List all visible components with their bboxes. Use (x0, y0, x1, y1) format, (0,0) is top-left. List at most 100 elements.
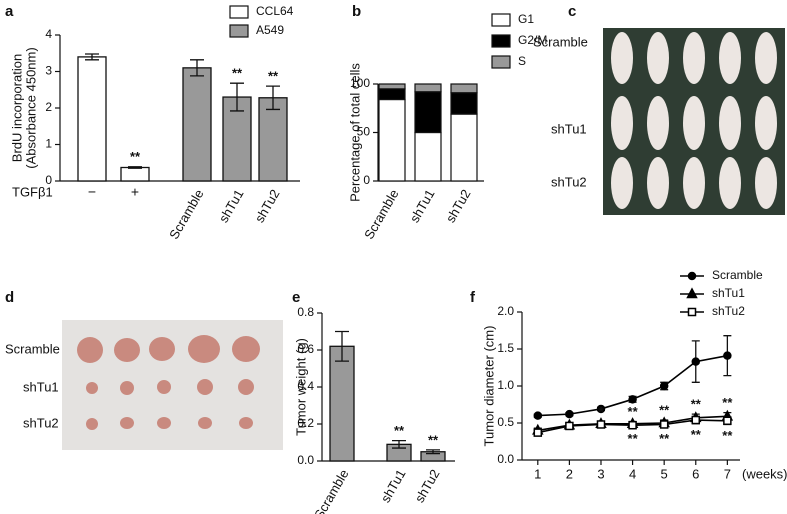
y-tick-label: 2 (45, 100, 52, 114)
y-tick-label: 0 (363, 173, 370, 187)
error-bar (335, 330, 349, 362)
legend-swatch (229, 5, 249, 19)
point (565, 421, 574, 431)
panel-letter: d (5, 289, 14, 306)
significance: ** (130, 149, 141, 164)
x-tick-label: 1 (534, 466, 541, 481)
mice-photo (603, 28, 785, 215)
row-label: shTu1 (551, 121, 587, 136)
significance: ** (428, 432, 439, 447)
row-label: shTu1 (23, 379, 59, 394)
y-axis-label: Percentage of total cells (347, 63, 362, 202)
bar (329, 345, 355, 462)
y-tick-label: 0.0 (497, 452, 514, 466)
significance: ** (722, 395, 733, 410)
row-label: Scramble (5, 341, 60, 356)
legend-label: CCL64 (256, 4, 294, 18)
y-tick-label: 100 (350, 76, 370, 90)
y-tick-label: 1 (45, 137, 52, 151)
bar-segment (450, 83, 478, 94)
point (691, 357, 701, 366)
legend-marker (687, 271, 697, 281)
y-tick-label: 0.0 (297, 453, 314, 467)
y-axis-label: BrdU incorporation (9, 54, 24, 162)
panel-letter: f (470, 289, 476, 306)
legend-swatch (229, 24, 249, 38)
bar (120, 166, 150, 182)
x-tick-label: shTu2 (412, 467, 443, 505)
bar (182, 67, 212, 182)
point (596, 404, 606, 414)
x-tick-label: shTu1 (216, 187, 247, 225)
error-bar (190, 59, 204, 77)
significance: ** (628, 404, 639, 419)
legend-swatch (491, 13, 511, 27)
y-tick-label: 0.8 (297, 305, 314, 319)
significance: ** (394, 423, 405, 438)
x-tick-label: 6 (692, 466, 699, 481)
bar-segment (414, 83, 442, 93)
bar (258, 97, 288, 182)
y-tick-label: 1.5 (497, 341, 514, 355)
panel-letter: e (292, 289, 300, 306)
bar-segment (378, 88, 406, 101)
x-tick-label: 3 (597, 466, 604, 481)
row-label: Scramble (533, 34, 588, 49)
bar-segment (414, 131, 442, 182)
point (628, 395, 637, 404)
significance: ** (659, 431, 670, 446)
significance: * (598, 404, 604, 419)
y-tick-label: 0 (45, 173, 52, 187)
x-tick-label: Scramble (361, 187, 401, 242)
x-tick-label: shTu1 (378, 467, 409, 505)
y-tick-label: 50 (357, 125, 371, 139)
legend-label: S (518, 54, 526, 68)
y-tick-label: 1.0 (497, 378, 514, 392)
y-tick-label: 0.4 (297, 379, 314, 393)
x-tick-label: − (88, 184, 96, 200)
panel-letter: c (568, 3, 576, 20)
legend-label: A549 (256, 23, 284, 37)
legend-swatch (491, 55, 511, 69)
legend-swatch (491, 34, 511, 48)
legend-label: G1 (518, 12, 534, 26)
significance: ** (268, 69, 279, 84)
y-tick-label: 0.6 (297, 342, 314, 356)
point (659, 381, 669, 391)
error-bar (426, 449, 440, 455)
y-tick-label: 4 (45, 27, 52, 41)
x-tick-label: Scramble (311, 467, 351, 514)
legend-label: G2/M (518, 33, 547, 47)
point (533, 428, 543, 437)
row-label: shTu2 (23, 415, 59, 430)
bar-segment (450, 113, 478, 182)
error-bar (266, 85, 280, 111)
x-tick-label: 5 (661, 466, 668, 481)
bar-segment (450, 92, 478, 115)
legend-marker (686, 287, 698, 299)
bar (77, 56, 107, 182)
significance: ** (691, 427, 702, 442)
legend-label: Scramble (712, 268, 763, 282)
legend-label: shTu1 (712, 286, 745, 300)
significance: ** (691, 397, 702, 412)
significance: ** (232, 66, 243, 81)
tumor-photo (62, 320, 283, 450)
x-tick-label: shTu2 (252, 187, 283, 225)
point (565, 409, 574, 419)
x-tick-label: Scramble (166, 187, 206, 242)
x-tick-label: 4 (629, 466, 636, 481)
row-label: TGFβ1 (12, 184, 53, 199)
x-tick-label: 2 (566, 466, 573, 481)
x-tick-label: shTu1 (407, 187, 438, 225)
error-bar (85, 53, 99, 61)
panel-letter: b (352, 3, 361, 20)
bar-segment (378, 98, 406, 182)
y-tick-label: 2.0 (497, 304, 514, 318)
x-tick-label: + (131, 184, 139, 200)
y-tick-label: 0.2 (297, 416, 314, 430)
point (596, 420, 606, 429)
y-tick-label: 3 (45, 64, 52, 78)
bar-segment (378, 83, 406, 90)
